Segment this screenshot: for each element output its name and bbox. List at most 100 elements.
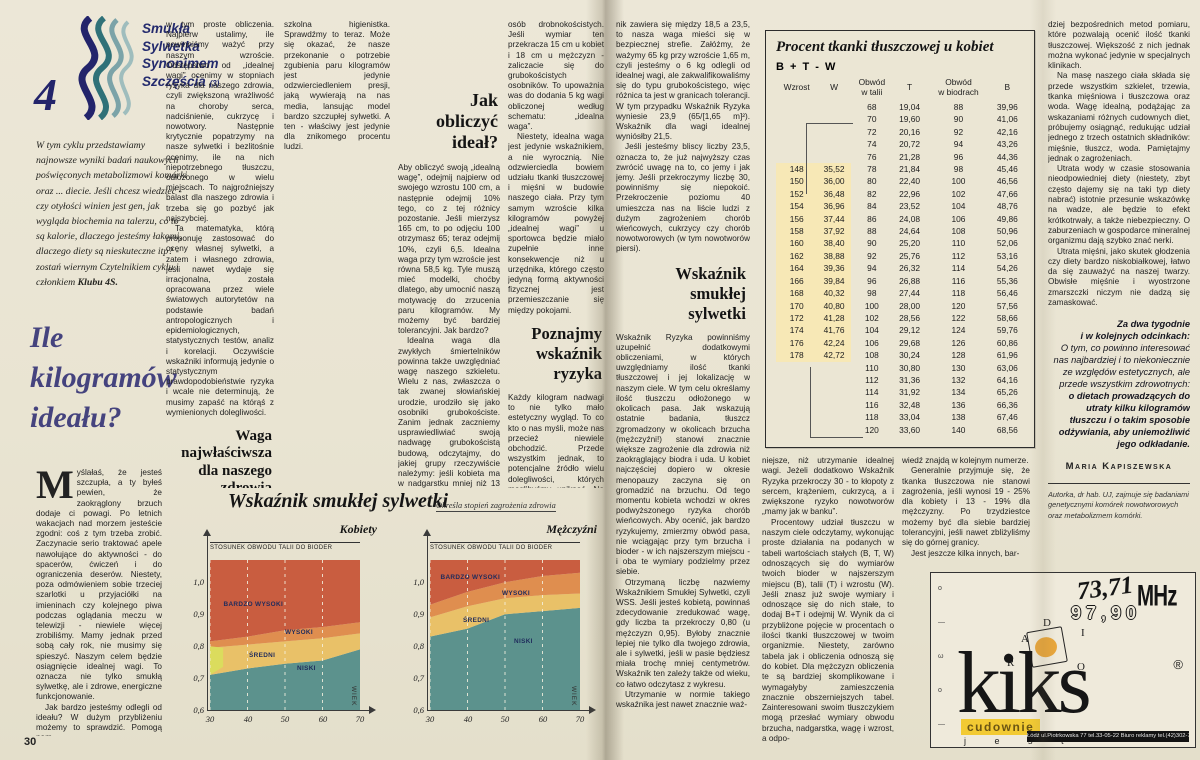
- cell-w: 36,96: [817, 200, 851, 213]
- logo-title-line: Szczęścia (3): [142, 73, 220, 89]
- table-row: 158 37,92 88 24,64 108 50,96: [776, 225, 1024, 238]
- cell-t: 24,64: [899, 226, 921, 237]
- radio-brand: kiks: [957, 635, 1092, 732]
- cell-b: 48,76: [996, 201, 1018, 212]
- x-tick-label: 60: [318, 714, 328, 724]
- ruler-mark: ω: [938, 653, 944, 660]
- cell-biodra: 106: [951, 213, 966, 224]
- chart-section-subtitle: Określa stopień zagrożenia zdrowia: [436, 501, 556, 512]
- cell-talia: 76: [867, 151, 877, 162]
- cell-talia: 72: [867, 126, 877, 137]
- cell-t: 21,28: [899, 151, 921, 162]
- section-heading-wss: Wskaźnik smukłej sylwetki: [675, 263, 746, 323]
- page-fold-shadow: [1030, 0, 1056, 760]
- author-name: Maria Kapiszewska: [1065, 461, 1173, 473]
- cell-t: 25,20: [899, 238, 921, 249]
- radio-frequency-handwritten: 73,71: [1075, 572, 1135, 606]
- cell-wzrost: 162: [776, 249, 818, 263]
- cell-t: 22,40: [899, 176, 921, 187]
- cell-talia: 68: [867, 102, 877, 112]
- table-row: 148 35,52 78 21,84 98 45,46: [776, 163, 1024, 176]
- table-row: 112 31,36 132 64,16: [776, 374, 1024, 386]
- frequency-unit: MHz: [1137, 579, 1178, 613]
- cell-b: 52,06: [996, 238, 1018, 249]
- cell-b: 55,36: [996, 275, 1018, 286]
- spacer: [398, 20, 500, 90]
- cell-talia: 104: [864, 325, 879, 336]
- table-row: 168 40,32 98 27,44 118 56,46: [776, 287, 1024, 300]
- chart-section-title: Wskaźnik smukłej sylwetki: [228, 490, 449, 512]
- logo-title-line: Smukła: [142, 21, 191, 36]
- cell-talia: 102: [864, 312, 879, 323]
- cell-talia: 106: [864, 337, 879, 348]
- cell-b: 68,56: [996, 424, 1018, 435]
- body-fat-table: Procent tkanki tłuszczowej u kobiet B + …: [765, 30, 1035, 448]
- cell-talia: 88: [867, 226, 877, 237]
- col-header-talia: Obwód w talii: [858, 77, 886, 97]
- cell-t: 19,60: [899, 114, 921, 125]
- series-intro: W tym cyklu przedstawiamy najnowsze wyni…: [36, 140, 188, 288]
- cell-biodra: 122: [951, 312, 966, 323]
- paragraph: Utrata mięśni, jako skutek głodzenia czy…: [1048, 246, 1190, 308]
- club-4s-logo: 4 Smukła Sylwetka Synonimem Szczęścia (3…: [34, 16, 294, 128]
- paragraph: Utrata wody w czasie stosowania nieodpow…: [1048, 164, 1190, 246]
- x-tick-label: 50: [500, 714, 510, 724]
- cell-biodra: 134: [951, 387, 966, 398]
- ruler-mark: o: [938, 687, 942, 694]
- article-column-5: osób drobnokościstych. Jeśli wymiar ten …: [508, 20, 604, 488]
- cell-biodra: 124: [951, 325, 966, 336]
- table-row: 120 33,60 140 68,56: [776, 424, 1024, 436]
- paragraph: Idealna waga dla zwykłych śmiertelników …: [398, 336, 500, 488]
- cell-talia: 118: [865, 412, 879, 423]
- section-heading-jak-obliczyc: Jak obliczyć ideał?: [436, 90, 498, 152]
- table-row: 166 39,84 96 26,88 116 55,36: [776, 274, 1024, 288]
- cell-b: 59,76: [996, 325, 1018, 336]
- cell-talia: 82: [867, 188, 877, 199]
- risk-zone-label: WYSOKI: [285, 629, 314, 636]
- drop-cap: M: [36, 468, 74, 507]
- x-tick-label: 40: [243, 714, 253, 724]
- cell-t: 33,60: [899, 424, 921, 435]
- table-row: 164 39,36 94 26,32 114 54,26: [776, 262, 1024, 275]
- tagline-highlight: cudownie: [961, 719, 1041, 735]
- table-row: 152 36,48 82 22,96 102 47,66: [776, 187, 1024, 201]
- cell-wzrost: 152: [776, 187, 818, 201]
- divider: [1048, 482, 1190, 484]
- cell-biodra: 136: [951, 399, 966, 410]
- cell-t: 29,68: [899, 337, 921, 348]
- cell-t: 24,08: [899, 213, 921, 224]
- paragraph: dziej bezpośrednich metod pomiaru, które…: [1048, 20, 1190, 71]
- article-column-6: nik zawiera się między 18,5 a 23,5, to n…: [616, 20, 750, 756]
- registered-trademark-icon: ®: [1173, 657, 1183, 672]
- y-tick-label: 0,9: [193, 609, 204, 619]
- section-heading-waga: Waga najwłaściwsza dla naszego zdrowia: [181, 427, 272, 488]
- cell-w: 42,72: [817, 349, 851, 362]
- col-header-t: T: [907, 81, 913, 92]
- radio-ad: o — ω o — 73,71 97,90 MHz R A D I O kiks…: [930, 572, 1196, 748]
- table-row: 110 30,80 130 63,06: [776, 362, 1024, 374]
- cell-biodra: 90: [953, 114, 964, 125]
- cell-wzrost: 160: [776, 237, 818, 250]
- cell-t: 30,80: [899, 362, 921, 373]
- cell-biodra: 94: [953, 139, 964, 150]
- x-tick-label: 70: [355, 714, 365, 724]
- risk-zone-label: BARDZO WYSOKI: [223, 600, 284, 608]
- table-row: 70 19,60 90 41,06: [776, 113, 1024, 125]
- cell-w: 39,84: [817, 274, 851, 288]
- cell-talia: 90: [867, 238, 877, 249]
- cell-b: 41,06: [996, 114, 1018, 125]
- table-bracket-bottom: [810, 367, 863, 438]
- y-axis-line: [423, 529, 431, 710]
- cell-t: 20,16: [899, 126, 921, 137]
- risk-zone-label: ŚREDNI: [249, 651, 276, 659]
- cell-talia: 108: [864, 350, 879, 361]
- cell-b: 60,86: [996, 337, 1018, 348]
- cell-biodra: 116: [951, 275, 966, 286]
- cell-biodra: 128: [951, 350, 966, 361]
- article-column-9: dziej bezpośrednich metod pomiaru, które…: [1048, 20, 1190, 560]
- cell-b: 56,46: [996, 288, 1018, 299]
- cell-b: 49,86: [996, 213, 1018, 224]
- chart-axis-note: STOSUNEK OBWODU TALII DO BIODER: [210, 542, 360, 551]
- cell-w: 40,32: [817, 287, 851, 300]
- x-axis-line: [427, 706, 596, 714]
